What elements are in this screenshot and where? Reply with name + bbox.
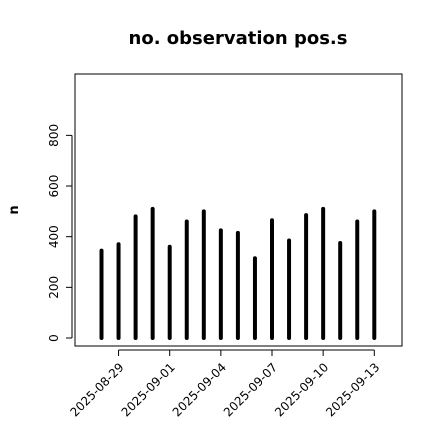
- x-tick-label: 2025-09-01: [119, 360, 178, 419]
- y-axis-title: n: [7, 205, 22, 214]
- x-tick-label: 2025-09-07: [221, 360, 280, 419]
- x-axis: 2025-08-292025-09-012025-09-042025-09-07…: [67, 349, 382, 419]
- y-tick-label: 400: [47, 225, 61, 248]
- y-axis: 0 200 400 600 800: [47, 124, 73, 342]
- y-tick-label: 0: [47, 334, 61, 342]
- plot-frame: [74, 73, 403, 347]
- x-tick-label: 2025-09-10: [272, 360, 331, 419]
- chart-title: no. observation pos.s: [129, 28, 348, 49]
- y-tick-label: 200: [47, 276, 61, 299]
- x-tick-label: 2025-08-29: [67, 360, 126, 419]
- y-tick-label: 800: [47, 124, 61, 147]
- y-tick-label: 600: [47, 175, 61, 198]
- bars: [99, 206, 377, 340]
- x-tick-label: 2025-09-04: [170, 360, 229, 419]
- x-tick-label: 2025-09-13: [323, 360, 382, 419]
